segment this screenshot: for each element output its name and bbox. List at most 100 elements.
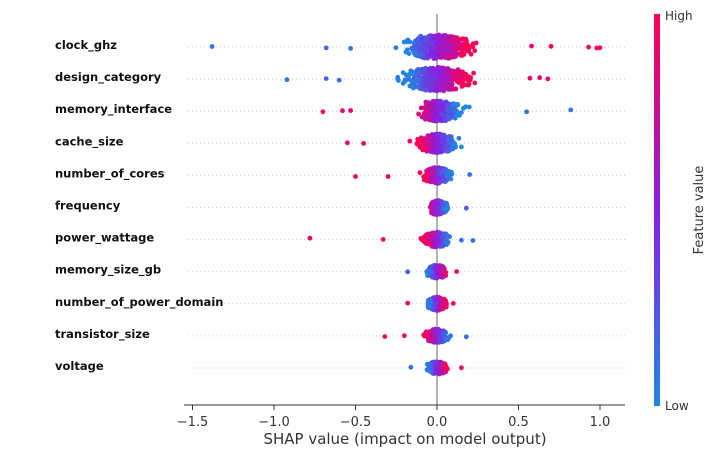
shap-point (419, 36, 425, 42)
shap-point (439, 301, 445, 307)
shap-outlier-point (405, 300, 411, 306)
feature-label: voltage (55, 359, 104, 373)
shap-point (430, 110, 435, 116)
shap-point (445, 171, 450, 177)
shap-outlier-point (545, 76, 551, 82)
shap-point (431, 36, 437, 42)
shap-point (427, 363, 433, 369)
beeswarm-dots (209, 32, 603, 377)
shap-point (416, 70, 421, 75)
shap-point (407, 138, 413, 144)
shap-point (450, 43, 456, 48)
shap-point (428, 242, 434, 248)
shap-point (422, 104, 428, 110)
shap-point (429, 74, 434, 80)
shap-point (434, 110, 440, 115)
shap-point (435, 66, 440, 72)
x-tick-label: 1.0 (590, 415, 611, 430)
shap-point (436, 335, 441, 340)
shap-point (426, 235, 432, 241)
shap-point (472, 48, 478, 54)
x-tick-label: −1.0 (258, 415, 290, 430)
shap-outlier-point (284, 77, 290, 83)
shap-point (435, 328, 441, 333)
shap-outlier-point (323, 76, 329, 81)
shap-point (415, 84, 421, 90)
x-axis-title: SHAP value (impact on model output) (263, 430, 546, 448)
shap-point (421, 333, 427, 339)
shap-outlier-point (336, 77, 342, 83)
shap-point (435, 82, 440, 88)
shap-point (468, 51, 474, 57)
shap-outlier-point (459, 237, 464, 243)
shap-point (453, 86, 459, 92)
shap-point (427, 70, 433, 76)
shap-point (456, 72, 462, 78)
shap-point (433, 269, 439, 274)
shap-outlier-point (405, 269, 411, 275)
shap-point (451, 37, 457, 43)
shap-point (462, 82, 467, 88)
shap-point (443, 364, 449, 369)
shap-point (441, 51, 447, 56)
shap-point (437, 361, 443, 367)
feature-label: memory_size_gb (55, 263, 161, 278)
feature-label: clock_ghz (55, 38, 117, 53)
shap-outlier-point (597, 45, 603, 51)
shap-outlier-point (323, 45, 329, 51)
feature-label: frequency (55, 199, 121, 213)
feature-labels: clock_ghz design_category memory_interface… (55, 38, 223, 373)
shap-point (435, 230, 441, 236)
shap-outlier-point (450, 301, 456, 306)
colorbar-title: Feature value (692, 166, 707, 255)
shap-point (443, 144, 449, 150)
x-tick-label: 0.0 (427, 415, 448, 430)
shap-point (439, 305, 445, 311)
shap-point (435, 238, 441, 244)
shap-point (441, 206, 447, 212)
shap-point (434, 206, 440, 211)
x-tick-label: −0.5 (340, 415, 372, 430)
shap-point (430, 269, 436, 274)
shap-point (449, 54, 455, 59)
shap-point (431, 176, 437, 181)
shap-point (393, 45, 399, 51)
shap-outlier-point (348, 108, 353, 113)
shap-point (423, 177, 429, 182)
shap-outlier-point (385, 174, 391, 179)
shap-point (431, 116, 437, 121)
shap-point (430, 85, 436, 90)
shap-point (426, 82, 431, 88)
shap-point (446, 134, 451, 140)
shap-point (426, 338, 431, 344)
shap-point (425, 53, 431, 59)
shap-point (412, 81, 417, 87)
shap-outlier-point (548, 43, 554, 49)
shap-point (459, 144, 464, 150)
shap-outlier-point (463, 205, 469, 211)
shap-outlier-point (586, 44, 591, 50)
shap-point (435, 201, 440, 207)
shap-point (396, 78, 401, 83)
shap-point (446, 80, 452, 86)
shap-point (416, 41, 422, 46)
shap-point (435, 304, 441, 310)
shap-point (450, 68, 455, 74)
shap-point (473, 40, 479, 46)
shap-outlier-point (463, 334, 469, 340)
shap-point (438, 179, 443, 185)
shap-point (400, 70, 406, 76)
shap-point (443, 85, 449, 91)
shap-outlier-point (568, 107, 574, 113)
shap-point (447, 35, 453, 41)
shap-point (446, 335, 452, 340)
shap-point (466, 48, 471, 54)
shap-point (414, 37, 420, 43)
feature-label: memory_interface (55, 102, 172, 117)
shap-point (458, 52, 463, 58)
shap-point (424, 46, 430, 52)
feature-label: number_of_cores (55, 166, 165, 181)
shap-point (415, 142, 421, 147)
shap-point (423, 87, 429, 93)
